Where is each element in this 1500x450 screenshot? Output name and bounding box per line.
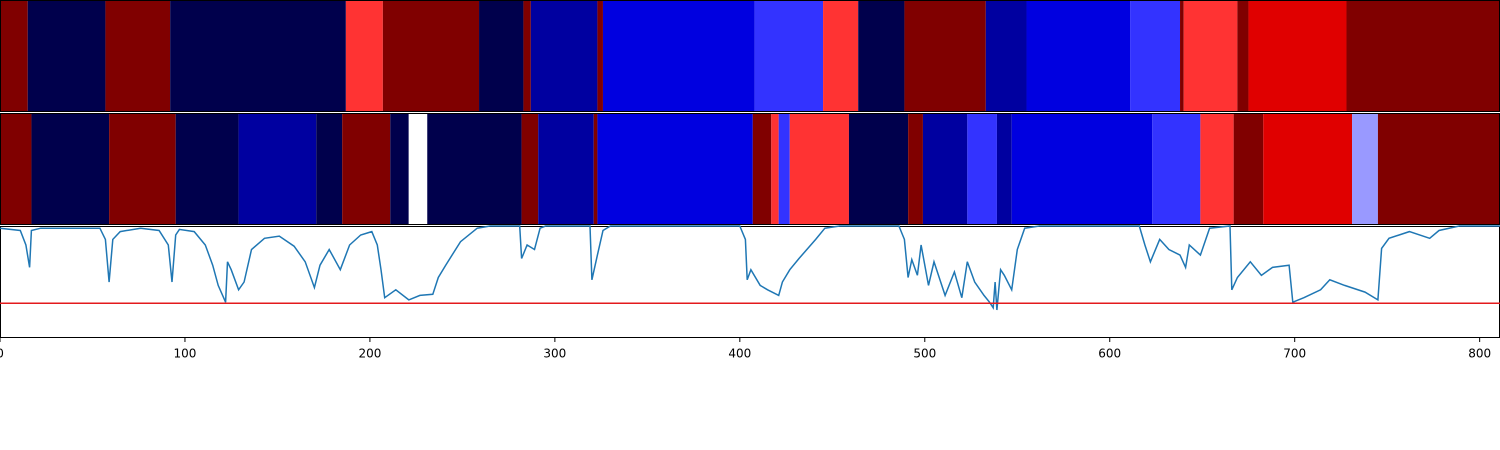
segment: [904, 0, 986, 112]
segment: [967, 113, 997, 225]
segment: [105, 0, 171, 112]
segment: [238, 113, 317, 225]
segment: [521, 113, 539, 225]
segment: [390, 113, 409, 225]
segment: [523, 0, 531, 112]
segment: [996, 113, 1012, 225]
segment: [1183, 0, 1238, 112]
x-tick-label: 100: [174, 347, 197, 361]
segment: [1026, 0, 1131, 112]
segment: [1263, 113, 1353, 225]
segment: [408, 113, 428, 225]
x-tick-label: 400: [728, 347, 751, 361]
segment: [754, 0, 824, 112]
x-tick-label: 200: [358, 347, 381, 361]
signal-line: [0, 225, 1500, 311]
segment: [908, 113, 923, 225]
segment: [427, 113, 522, 225]
segment: [593, 113, 598, 225]
segment: [597, 0, 603, 112]
segment: [31, 113, 110, 225]
segment: [1130, 0, 1181, 112]
x-tick-label: 800: [1468, 347, 1491, 361]
segment: [1152, 113, 1201, 225]
segment: [1237, 0, 1249, 112]
segment: [922, 113, 968, 225]
segment: [602, 0, 755, 112]
segment: [789, 113, 849, 225]
x-tick-label: 0: [0, 347, 4, 361]
segment: [109, 113, 176, 225]
segment: [1346, 0, 1500, 112]
segment: [530, 0, 598, 112]
segment: [342, 113, 391, 225]
segment: [1011, 113, 1153, 225]
segment: [752, 113, 772, 225]
segment: [858, 0, 905, 112]
segment: [27, 0, 106, 112]
segment: [382, 0, 480, 112]
x-tick-label: 300: [543, 347, 566, 361]
segment: [597, 113, 753, 225]
segment: [538, 113, 594, 225]
segment: [1200, 113, 1234, 225]
segment: [1233, 113, 1264, 225]
segment: [0, 0, 28, 112]
segment: [1248, 0, 1347, 112]
segment: [170, 0, 346, 112]
segment: [985, 0, 1027, 112]
segment: [778, 113, 790, 225]
panel-frame: [0, 226, 1500, 338]
segment: [345, 0, 383, 112]
x-tick-label: 600: [1098, 347, 1121, 361]
segment: [771, 113, 779, 225]
segment: [479, 0, 524, 112]
x-tick-label: 700: [1283, 347, 1306, 361]
segment: [823, 0, 859, 112]
x-tick-label: 500: [913, 347, 936, 361]
segment: [1352, 113, 1378, 225]
segment: [1180, 0, 1184, 112]
segment: [316, 113, 343, 225]
segment: [1377, 113, 1500, 225]
segment: [175, 113, 239, 225]
segment: [0, 113, 32, 225]
segment: [848, 113, 909, 225]
